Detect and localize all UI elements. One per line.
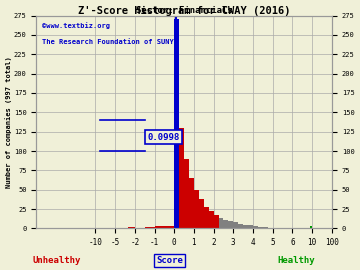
Bar [189, 178, 194, 228]
Bar [194, 190, 199, 228]
Bar [165, 226, 174, 228]
Bar [213, 215, 219, 228]
Text: Unhealthy: Unhealthy [33, 256, 81, 265]
Bar [219, 218, 224, 228]
Bar [154, 226, 165, 228]
Title: Z'-Score Histogram for CWAY (2016): Z'-Score Histogram for CWAY (2016) [78, 6, 291, 16]
Bar [204, 207, 209, 228]
Bar [263, 227, 268, 228]
Bar [174, 19, 179, 228]
Bar [253, 226, 258, 228]
Bar [310, 226, 312, 228]
Bar [179, 128, 184, 228]
Text: The Research Foundation of SUNY: The Research Foundation of SUNY [42, 39, 174, 45]
Bar [224, 220, 228, 228]
Bar [128, 227, 135, 228]
Bar [145, 227, 154, 228]
Bar [228, 221, 233, 228]
Y-axis label: Number of companies (997 total): Number of companies (997 total) [5, 56, 13, 188]
Bar [238, 224, 243, 228]
Text: Score: Score [156, 256, 183, 265]
Bar [209, 211, 213, 228]
Text: ©www.textbiz.org: ©www.textbiz.org [42, 22, 110, 29]
Bar [243, 225, 248, 228]
Bar [199, 199, 204, 228]
Bar [258, 227, 263, 228]
Bar [233, 222, 238, 228]
Text: Sector: Financials: Sector: Financials [136, 5, 233, 15]
Text: Healthy: Healthy [278, 256, 315, 265]
Bar [184, 159, 189, 228]
Text: 0.0998: 0.0998 [147, 133, 180, 141]
Bar [248, 225, 253, 228]
